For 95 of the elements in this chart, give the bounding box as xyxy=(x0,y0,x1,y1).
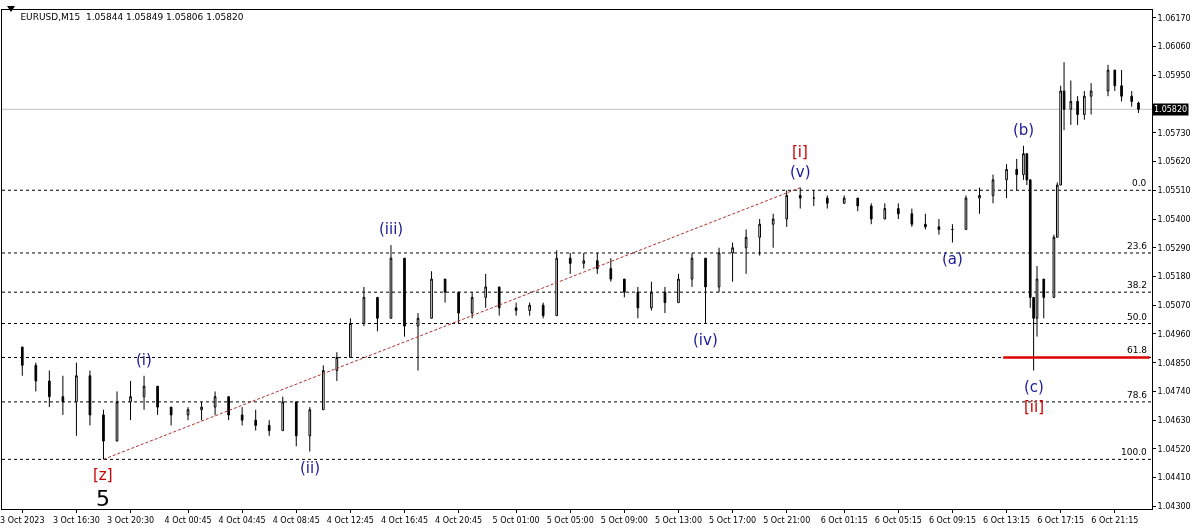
candlestick xyxy=(1113,69,1117,92)
candlestick xyxy=(1106,64,1110,97)
x-tick-label: 6 Oct 05:15 xyxy=(874,515,922,525)
candlestick xyxy=(1076,95,1079,126)
candlestick xyxy=(1022,145,1025,181)
y-tick-label: 1.05290 xyxy=(1157,243,1191,253)
ref-line-label: 1.05820 xyxy=(1154,105,1188,114)
annotation: 23.6 xyxy=(1127,241,1148,251)
annotation: (iv) xyxy=(693,331,718,349)
candlestick xyxy=(186,406,190,421)
candlestick xyxy=(1089,82,1093,115)
x-tick-label: 6 Oct 01:15 xyxy=(820,515,868,525)
y-tick-label: 1.04300 xyxy=(1157,502,1191,512)
annotation: 0.0 xyxy=(1132,178,1147,188)
candlestick xyxy=(254,409,258,432)
y-tick-label: 1.05950 xyxy=(1157,71,1191,81)
candlestick xyxy=(883,202,887,220)
annotation: (c) xyxy=(1024,378,1044,396)
candlestick xyxy=(1069,80,1073,126)
x-tick-label: 5 Oct 09:00 xyxy=(600,515,648,525)
annotation: 50.0 xyxy=(1127,312,1148,322)
y-tick-label: 1.04520 xyxy=(1157,444,1191,454)
candlestick xyxy=(528,302,531,317)
candlestick xyxy=(924,213,927,230)
candlestick xyxy=(842,194,846,204)
candlestick xyxy=(856,197,860,212)
candlestick xyxy=(964,194,968,230)
candlestick xyxy=(514,302,518,317)
annotation: 38.2 xyxy=(1127,280,1148,290)
y-tick-label: 1.06170 xyxy=(1157,13,1191,23)
chart-title: EURUSD,M15 1.05844 1.05849 1.05806 1.05820 xyxy=(20,11,244,22)
annotation: (ii) xyxy=(300,459,321,477)
x-tick-label: 4 Oct 20:45 xyxy=(435,515,483,525)
x-tick-label: 4 Oct 16:45 xyxy=(380,515,429,525)
candlestick xyxy=(951,223,954,244)
candlestick xyxy=(1130,90,1134,108)
x-tick-label: 5 Oct 17:00 xyxy=(709,515,757,525)
x-tick-label: 3 Oct 16:30 xyxy=(52,515,100,525)
x-tick-label: 6 Oct 21:15 xyxy=(1091,515,1139,525)
candlestick xyxy=(1120,69,1123,102)
y-tick-label: 1.05070 xyxy=(1157,301,1191,311)
candlestick xyxy=(240,406,244,426)
annotation: 100.0 xyxy=(1121,447,1148,457)
x-tick-label: 6 Oct 17:15 xyxy=(1037,515,1085,525)
annotation: 5 xyxy=(96,486,110,511)
y-tick-label: 1.05180 xyxy=(1157,272,1191,282)
y-tick-label: 1.06060 xyxy=(1157,42,1191,52)
candlestick xyxy=(609,257,613,283)
x-tick-label: 6 Oct 13:15 xyxy=(983,515,1031,525)
y-tick-label: 1.04740 xyxy=(1157,387,1191,397)
x-tick-label: 4 Oct 08:45 xyxy=(272,515,320,525)
x-tick-label: 5 Oct 05:00 xyxy=(546,515,594,525)
candlestick xyxy=(102,409,105,460)
annotation: [ii] xyxy=(1024,398,1045,416)
candlestick xyxy=(34,362,38,392)
candlestick xyxy=(869,202,873,225)
candlestick xyxy=(1083,90,1086,121)
annotation: [z] xyxy=(93,466,113,484)
x-tick-label: 5 Oct 21:00 xyxy=(763,515,811,525)
candlestick xyxy=(1137,101,1140,114)
y-tick-label: 1.04960 xyxy=(1157,329,1191,339)
candlestick xyxy=(308,406,312,453)
y-tick-label: 1.05620 xyxy=(1157,157,1191,167)
y-tick-label: 1.04410 xyxy=(1157,473,1191,483)
x-tick-label: 6 Oct 09:15 xyxy=(928,515,976,525)
candlestick xyxy=(937,218,941,236)
x-tick-label: 4 Oct 00:45 xyxy=(164,515,212,525)
candlestick xyxy=(650,281,653,311)
y-tick-label: 1.05510 xyxy=(1157,186,1191,196)
candlestick xyxy=(896,202,900,220)
x-tick-label: 5 Oct 01:00 xyxy=(492,515,540,525)
y-tick-label: 1.04850 xyxy=(1157,358,1191,368)
candlestick xyxy=(910,208,914,228)
annotation: (i) xyxy=(136,351,152,369)
annotation: 78.6 xyxy=(1127,390,1148,400)
x-tick-label: 3 Oct 20:30 xyxy=(107,515,155,525)
x-tick-label: 4 Oct 04:45 xyxy=(218,515,266,525)
annotation: (a) xyxy=(942,250,963,268)
y-tick-label: 1.05730 xyxy=(1157,128,1191,138)
annotation: (v) xyxy=(790,163,811,181)
candlestick xyxy=(991,174,995,204)
annotation: [i] xyxy=(792,143,808,161)
candlestick xyxy=(267,419,271,437)
candlestick xyxy=(771,213,775,249)
annotation: 61.8 xyxy=(1127,345,1148,355)
y-tick-label: 1.04630 xyxy=(1157,415,1191,425)
annotation: (iii) xyxy=(379,220,404,238)
candlestick xyxy=(825,194,829,210)
x-tick-label: 4 Oct 12:45 xyxy=(326,515,374,525)
x-tick-label: 3 Oct 2023 xyxy=(0,515,45,525)
y-tick-label: 1.05400 xyxy=(1157,214,1191,224)
candlestick xyxy=(541,302,545,319)
candlestick xyxy=(169,406,173,426)
annotation: (b) xyxy=(1013,121,1035,139)
x-tick-label: 5 Oct 13:00 xyxy=(654,515,702,525)
